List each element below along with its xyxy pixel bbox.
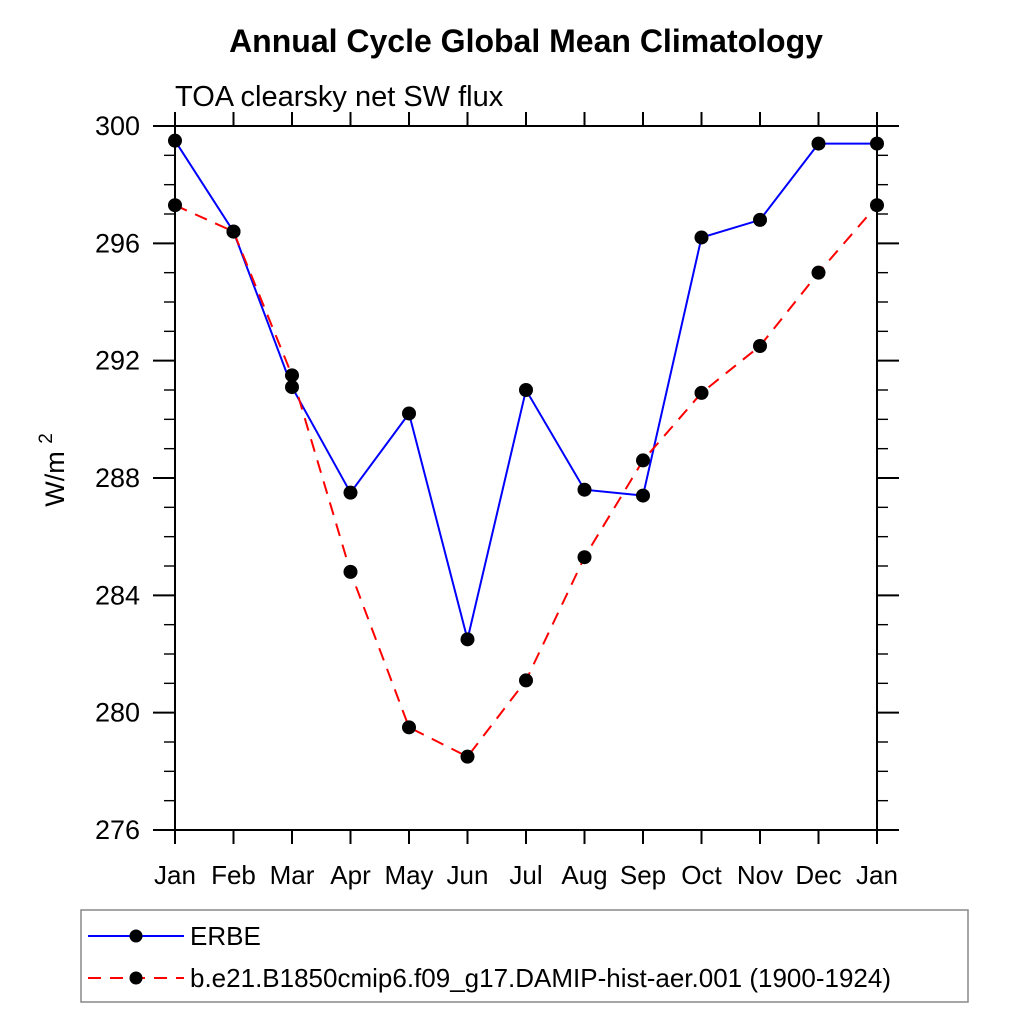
x-tick-label: Aug [561,860,607,890]
x-tick-label: Sep [620,860,666,890]
x-tick-label: Feb [211,860,256,890]
data-point-marker [460,749,475,764]
data-point-marker [226,224,241,239]
x-tick-label: Jul [509,860,542,890]
data-point-marker [519,383,533,397]
y-tick-label: 300 [95,111,140,141]
data-point-marker [694,385,709,400]
data-point-marker [811,265,826,280]
data-point-marker [343,485,358,500]
data-point-marker [753,212,767,227]
y-axis-labels: 276 280 284 288 292 296 300 [95,111,140,845]
data-point-marker [168,198,182,213]
data-point-marker [870,136,884,151]
legend-label-erbe: ERBE [190,921,261,951]
y-axis-label-exponent: 2 [36,433,57,444]
data-point-marker [168,133,182,148]
data-point-marker [285,368,299,383]
x-axis-labels: Jan Feb Mar Apr May Jun Jul Aug Sep Oct Nov Dec Jan [154,860,898,890]
x-axis-ticks [174,112,878,844]
y-axis-ticks [153,154,899,802]
data-point-marker [402,406,416,421]
plot-frame [153,112,899,844]
y-tick-label: 296 [95,228,140,258]
y-tick-label: 280 [95,698,140,728]
y-tick-label: 284 [95,580,140,610]
legend: ERBE b.e21.B1850cmip6.f09_g17.DAMIP-hist… [80,909,969,1003]
y-tick-label: 276 [95,815,140,845]
y-tick-label: 292 [95,346,140,376]
data-point-marker [285,380,299,395]
data-point-marker [753,339,767,353]
legend-box [80,909,969,1003]
data-point-marker [694,230,709,245]
chart-title: Annual Cycle Global Mean Climatology [229,23,823,59]
data-point-marker [636,453,650,468]
data-point-marker [460,632,475,647]
x-tick-label: Mar [270,860,315,890]
legend-sample-marker [129,971,143,985]
legend-samples [88,929,184,985]
x-tick-label: Jun [447,860,489,890]
x-tick-label: Jan [154,860,196,890]
x-tick-label: Jan [856,860,898,890]
data-point-marker [402,720,416,735]
chart-subtitle: TOA clearsky net SW flux [175,81,504,113]
legend-sample-marker [129,929,143,943]
y-tick-label: 288 [95,463,140,493]
x-tick-label: May [384,860,433,890]
data-point-marker [343,564,358,579]
series-lines [174,140,878,758]
data-point-marker [577,550,592,565]
legend-label-model: b.e21.B1850cmip6.f09_g17.DAMIP-hist-aer.… [190,963,891,993]
data-point-marker [577,482,592,497]
y-axis-label-base: W/m [40,451,70,506]
x-tick-label: Nov [737,860,783,890]
data-point-marker [636,488,650,503]
x-tick-label: Apr [330,860,371,890]
x-tick-label: Dec [795,860,841,890]
data-point-marker [519,673,533,688]
y-axis-label: W/m 2 [36,433,70,507]
data-point-marker [811,136,826,151]
data-point-marker [870,198,884,213]
series-markers [168,133,884,764]
x-tick-label: Oct [681,860,722,890]
